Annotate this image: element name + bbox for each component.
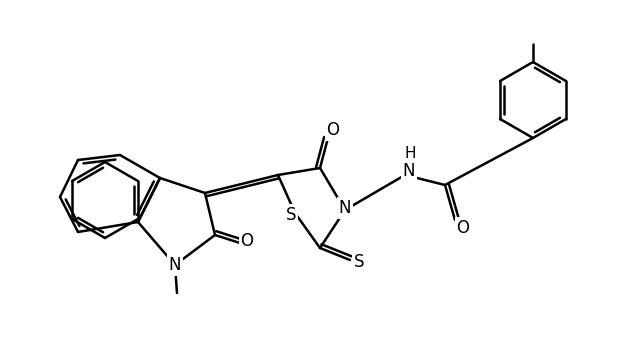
Text: O: O <box>326 121 339 139</box>
Text: S: S <box>354 253 364 271</box>
Text: H: H <box>404 146 416 161</box>
Text: N: N <box>339 199 351 217</box>
Text: O: O <box>456 219 470 237</box>
Text: N: N <box>403 162 415 180</box>
Text: S: S <box>285 206 296 224</box>
Text: N: N <box>169 256 181 274</box>
Text: O: O <box>241 232 253 250</box>
